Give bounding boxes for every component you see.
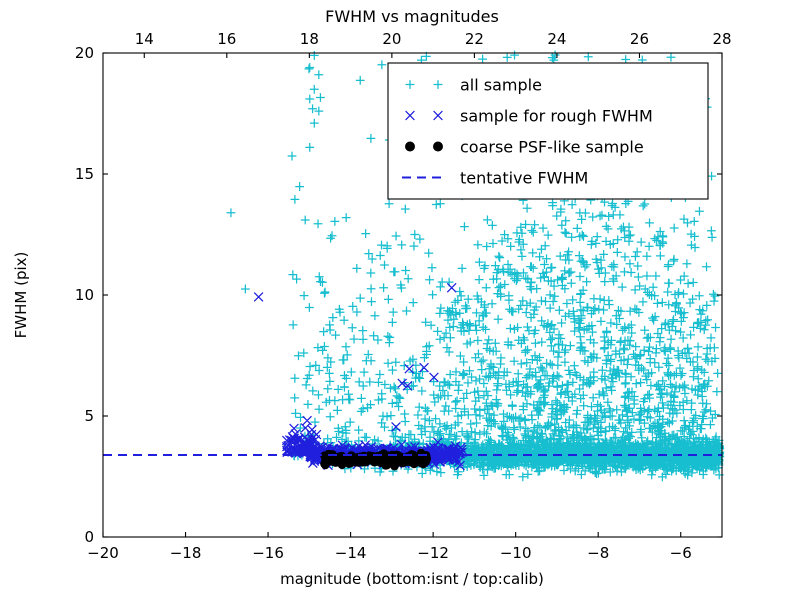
dot-icon: [433, 141, 443, 152]
xtick-label-top: 16: [217, 30, 236, 48]
legend-label: coarse PSF-like sample: [460, 138, 644, 157]
legend-label: all sample: [460, 76, 542, 95]
legend-label: sample for rough FWHM: [460, 107, 653, 126]
plus-icon: [405, 80, 443, 89]
legend-box: [387, 62, 709, 200]
xtick-label-bottom: −6: [670, 544, 692, 562]
ytick-label: 5: [84, 407, 94, 425]
legend-entry: all sample: [405, 76, 542, 95]
legend-entry: coarse PSF-like sample: [405, 138, 644, 157]
ytick-label: 20: [75, 44, 94, 62]
axis-tick-labels: −20 −18 −16 −14 −12 −10 −8 −6 14 16 18 20 22 24 26 28 0 5…: [75, 30, 732, 562]
axis-ticks: [102, 52, 723, 538]
xtick-label-top: 14: [135, 30, 154, 48]
ytick-label: 0: [84, 528, 94, 546]
xtick-label-bottom: −12: [417, 544, 449, 562]
xtick-label-bottom: −18: [170, 544, 202, 562]
xtick-label-bottom: −16: [252, 544, 284, 562]
cross-icon: [405, 110, 443, 121]
dot-icon: [405, 141, 415, 152]
xtick-label-top: 28: [712, 30, 731, 48]
legend-entry: sample for rough FWHM: [405, 107, 653, 126]
xtick-label-bottom: −14: [335, 544, 367, 562]
xtick-label-top: 18: [300, 30, 319, 48]
xtick-label-top: 20: [382, 30, 401, 48]
ytick-label: 10: [75, 286, 94, 304]
xtick-label-bottom: −8: [587, 544, 609, 562]
xtick-label-bottom: −20: [87, 544, 119, 562]
legend: all sample sample for rough FWHM coarse PS…: [387, 62, 709, 200]
legend-entry: tentative FWHM: [402, 169, 588, 188]
xtick-label-top: 22: [465, 30, 484, 48]
xtick-label-bottom: −10: [500, 544, 532, 562]
xtick-label-top: 24: [547, 30, 566, 48]
ytick-label: 15: [75, 165, 94, 183]
xtick-label-top: 26: [630, 30, 649, 48]
legend-label: tentative FWHM: [460, 169, 588, 188]
